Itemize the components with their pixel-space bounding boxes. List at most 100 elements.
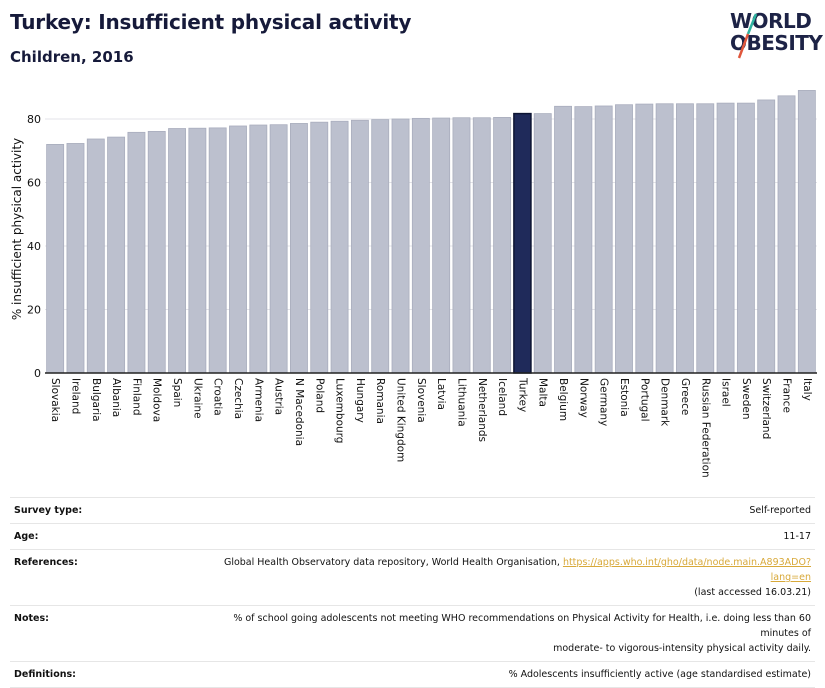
bar-netherlands[interactable] <box>472 117 491 374</box>
x-tick-label: Germany <box>598 378 610 426</box>
x-tick-label: Armenia <box>252 378 264 422</box>
bar-n-macedonia[interactable] <box>290 123 308 374</box>
bar-chart: 0 20 40 60 80 Slovakia Ireland Bulgaria Albania… <box>27 90 817 478</box>
info-value: Global Health Observatory data repositor… <box>214 555 811 600</box>
x-tick-label: Czechia <box>232 378 244 419</box>
bar-germany[interactable] <box>594 105 613 374</box>
bar-albania[interactable] <box>107 136 126 374</box>
x-tick-label: Malta <box>537 378 549 407</box>
info-row-age: Age: 11-17 <box>10 523 815 549</box>
x-tick-label: Austria <box>273 378 285 415</box>
x-tick-label: Portugal <box>638 378 650 422</box>
info-value: % of school going adolescents not meetin… <box>214 611 811 656</box>
bar-united-kingdom[interactable] <box>391 118 410 374</box>
x-tick-label: Italy <box>801 378 813 401</box>
bar-sweden[interactable] <box>736 102 755 374</box>
bar-armenia[interactable] <box>249 124 268 374</box>
info-row-definitions: Definitions: % Adolescents insufficientl… <box>10 661 815 688</box>
reference-accessed: (last accessed 16.03.21) <box>694 587 811 598</box>
bar-luxembourg[interactable] <box>330 120 349 374</box>
x-tick-label: Lithuania <box>455 378 467 427</box>
x-tick-label: Russian Federation <box>699 378 711 478</box>
bar-italy[interactable] <box>797 90 816 374</box>
x-tick-label: Ireland <box>69 378 81 414</box>
info-label: Age: <box>14 531 39 542</box>
info-row-notes: Notes: % of school going adolescents not… <box>10 605 815 661</box>
bar-croatia[interactable] <box>208 127 227 374</box>
x-tick-label: Israel <box>720 378 732 407</box>
x-tick-label: United Kingdom <box>395 378 407 462</box>
bar-spain[interactable] <box>168 128 186 374</box>
info-row-survey-type: Survey type: Self-reported <box>10 497 815 523</box>
x-tick-label: Romania <box>374 378 386 424</box>
bar-israel[interactable] <box>716 102 735 374</box>
x-tick-label: Netherlands <box>476 378 488 442</box>
bar-lithuania[interactable] <box>452 117 471 374</box>
bar-finland[interactable] <box>127 131 146 374</box>
x-tick-label: Sweden <box>740 378 752 420</box>
reference-link[interactable]: https://apps.who.int/gho/data/node.main.… <box>562 557 811 583</box>
reference-text: Global Health Observatory data repositor… <box>223 557 563 568</box>
bar-france[interactable] <box>777 95 796 374</box>
bar-bulgaria[interactable] <box>86 138 105 374</box>
x-tick-label: Greece <box>679 378 691 415</box>
x-tick-label: Spain <box>171 378 183 407</box>
bar-romania[interactable] <box>371 119 390 374</box>
info-value: Self-reported <box>749 505 811 516</box>
bar-moldova[interactable] <box>147 130 166 374</box>
bar-ukraine[interactable] <box>188 127 207 374</box>
bar-russian-federation[interactable] <box>696 103 715 374</box>
bar-malta[interactable] <box>533 113 552 374</box>
y-tick-label: 0 <box>34 367 41 380</box>
bar-turkey[interactable] <box>513 112 532 374</box>
bar-austria[interactable] <box>269 124 288 374</box>
x-tick-label: Moldova <box>151 378 163 422</box>
x-tick-label: Switzerland <box>760 378 772 439</box>
x-tick-label: Estonia <box>618 378 630 417</box>
bar-switzerland[interactable] <box>757 99 776 374</box>
bar-poland[interactable] <box>310 121 329 374</box>
x-tick-label: Slovenia <box>415 378 427 423</box>
bar-estonia[interactable] <box>615 104 633 374</box>
x-tick-label: Ukraine <box>191 378 203 419</box>
bar-iceland[interactable] <box>493 117 512 374</box>
y-tick-label: 80 <box>27 113 41 126</box>
info-value: % Adolescents insufficiently active (age… <box>508 669 811 680</box>
bar-portugal[interactable] <box>635 103 654 374</box>
info-table: Survey type: Self-reported Age: 11-17 Re… <box>10 497 815 688</box>
x-tick-label: Bulgaria <box>90 378 102 422</box>
x-tick-label: Croatia <box>212 378 224 416</box>
bar-slovakia[interactable] <box>46 144 65 374</box>
info-row-references: References: Global Health Observatory da… <box>10 549 815 605</box>
x-tick-label: Latvia <box>435 378 447 410</box>
bar-greece[interactable] <box>676 103 694 374</box>
bar-latvia[interactable] <box>432 117 451 374</box>
logo-text-obesity: OBESITY <box>730 31 823 55</box>
y-axis-title: % insufficient physical activity <box>10 137 24 321</box>
x-tick-label: Slovakia <box>49 378 61 422</box>
info-label: Survey type: <box>14 505 83 516</box>
x-tick-label: Iceland <box>496 378 508 416</box>
info-label: Definitions: <box>14 669 76 680</box>
y-tick-label: 20 <box>27 304 41 317</box>
bar-czechia[interactable] <box>229 125 247 374</box>
world-obesity-logo[interactable]: WORLD OBESITY <box>728 10 823 60</box>
x-tick-label: France <box>781 378 793 413</box>
x-tick-label: N Macedonia <box>293 378 305 446</box>
x-tick-label: Luxembourg <box>334 378 346 443</box>
info-value: 11-17 <box>783 531 811 542</box>
bar-ireland[interactable] <box>66 143 85 374</box>
chart-title: Turkey: Insufficient physical activity <box>10 10 412 34</box>
bar-belgium[interactable] <box>554 105 572 374</box>
info-label: Notes: <box>14 613 49 624</box>
notes-line-2: moderate- to vigorous-intensity physical… <box>553 643 811 654</box>
bar-hungary[interactable] <box>350 119 369 374</box>
y-tick-label: 40 <box>27 240 41 253</box>
bar-norway[interactable] <box>574 106 593 374</box>
bar-denmark[interactable] <box>655 103 674 374</box>
notes-line-1: % of school going adolescents not meetin… <box>233 613 811 639</box>
bar-slovenia[interactable] <box>411 117 430 374</box>
x-tick-label: Poland <box>313 378 325 413</box>
info-label: References: <box>14 557 78 568</box>
x-tick-label: Denmark <box>659 378 671 427</box>
